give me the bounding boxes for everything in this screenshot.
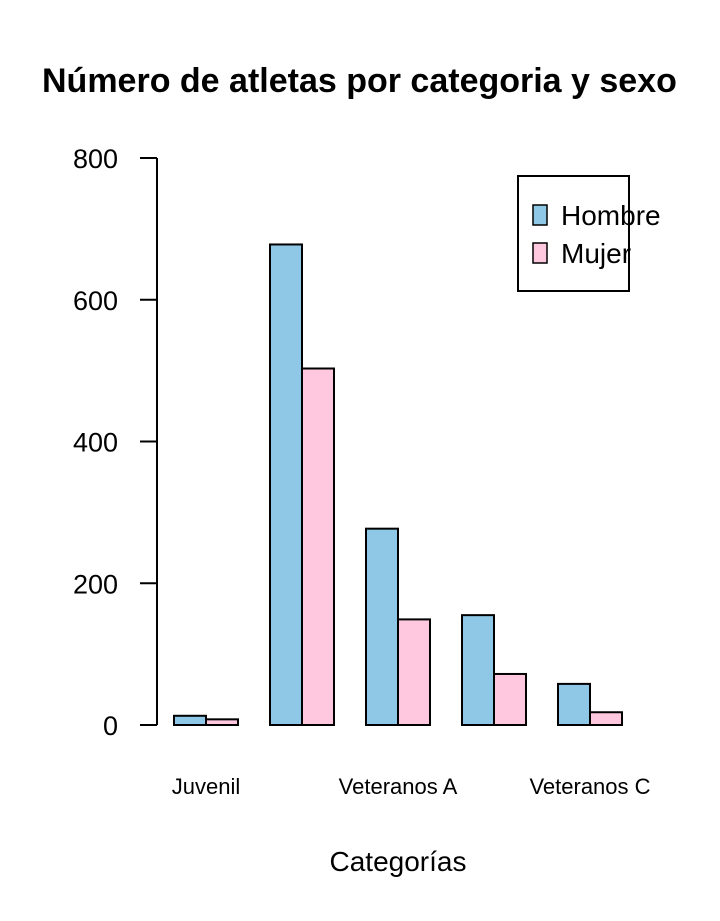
legend-box [517,175,630,292]
bar-hombre-4 [557,682,591,727]
legend-swatch-mujer [532,242,548,264]
y-tick-label: 200 [73,569,118,599]
y-tick-label: 800 [73,144,118,174]
y-tick-label: 600 [73,286,118,316]
bar-hombre-3 [461,614,495,726]
bar-hombre-1 [269,243,303,726]
y-tick-label: 0 [103,711,118,741]
legend-label-hombre: Hombre [561,200,661,231]
bar-group [173,243,623,727]
legend-swatch-hombre [532,204,548,226]
legend: Hombre Mujer [517,175,661,292]
bar-mujer-4 [589,711,623,726]
bar-mujer-0 [205,718,239,727]
bar-mujer-1 [301,367,335,726]
x-axis-labels: Juvenil Veteranos A Veteranos C [172,774,651,799]
y-axis: 0 200 400 600 800 [73,144,158,741]
bar-hombre-2 [365,527,399,727]
y-tick-label: 400 [73,428,118,458]
bar-hombre-0 [173,714,207,727]
bar-mujer-2 [397,618,431,726]
x-tick-label: Veteranos A [339,774,458,799]
x-tick-label: Veteranos C [529,774,650,799]
x-tick-label: Juvenil [172,774,240,799]
bar-mujer-3 [493,672,527,726]
legend-label-mujer: Mujer [561,238,631,269]
x-axis-title: Categorías [330,846,467,877]
chart-title: Número de atletas por categoria y sexo [42,62,677,100]
